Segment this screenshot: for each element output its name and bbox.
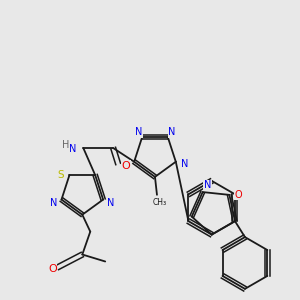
Text: N: N xyxy=(168,127,176,137)
Text: O: O xyxy=(122,161,130,171)
Text: N: N xyxy=(181,159,188,169)
Text: N: N xyxy=(69,144,76,154)
Text: CH₃: CH₃ xyxy=(153,198,167,207)
Text: N: N xyxy=(50,198,57,208)
Text: S: S xyxy=(57,170,64,180)
Text: N: N xyxy=(204,180,211,190)
Text: H: H xyxy=(62,140,69,150)
Text: O: O xyxy=(48,264,57,274)
Text: N: N xyxy=(135,127,143,137)
Text: N: N xyxy=(107,198,115,208)
Text: O: O xyxy=(235,190,242,200)
